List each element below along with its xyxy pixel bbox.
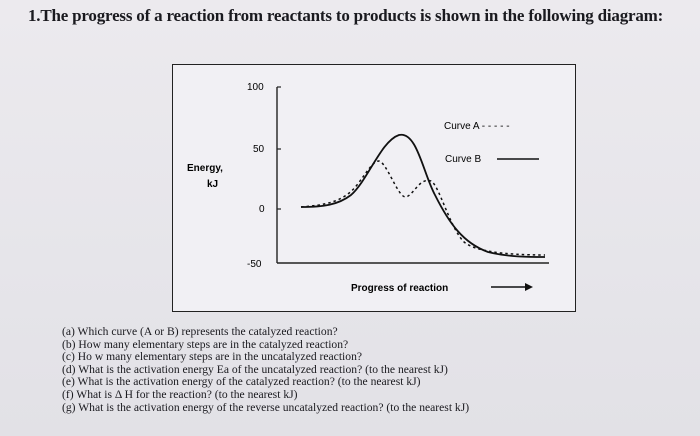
y-axis-label-line2: kJ (207, 179, 218, 190)
question-g: (g) What is the activation energy of the… (62, 400, 470, 414)
question-f: (f) What is Δ H for the reaction? (to th… (62, 387, 298, 401)
question-c: (c) Ho w many elementary steps are in th… (62, 350, 363, 364)
question-b: (b) How many elementary steps are in the… (62, 337, 349, 351)
tick-label-0: 0 (259, 204, 265, 215)
problem-title: 1.The progress of a reaction from reacta… (28, 6, 664, 25)
energy-diagram: Energy, kJ 100 50 0 -50 Curve A - - - - … (187, 82, 549, 294)
curve-a-line (300, 160, 546, 256)
progress-arrow-icon (525, 283, 533, 291)
question-d: (d) What is the activation energy Ea of … (62, 362, 448, 376)
tick-label-50: 50 (253, 144, 265, 155)
curve-b-line (300, 134, 546, 258)
y-axis-label-line1: Energy, (187, 163, 223, 174)
tick-label-minus50: -50 (247, 259, 262, 270)
question-list: (a) Which curve (A or B) represents the … (62, 325, 470, 414)
energy-diagram-frame: Energy, kJ 100 50 0 -50 Curve A - - - - … (172, 64, 576, 312)
legend-curve-b: Curve B (445, 154, 481, 165)
tick-label-100: 100 (247, 82, 264, 93)
legend-curve-a: Curve A - - - - - (444, 121, 510, 132)
question-e: (e) What is the activation energy of the… (62, 375, 421, 389)
x-axis-label: Progress of reaction (351, 283, 448, 294)
question-a: (a) Which curve (A or B) represents the … (62, 325, 338, 338)
